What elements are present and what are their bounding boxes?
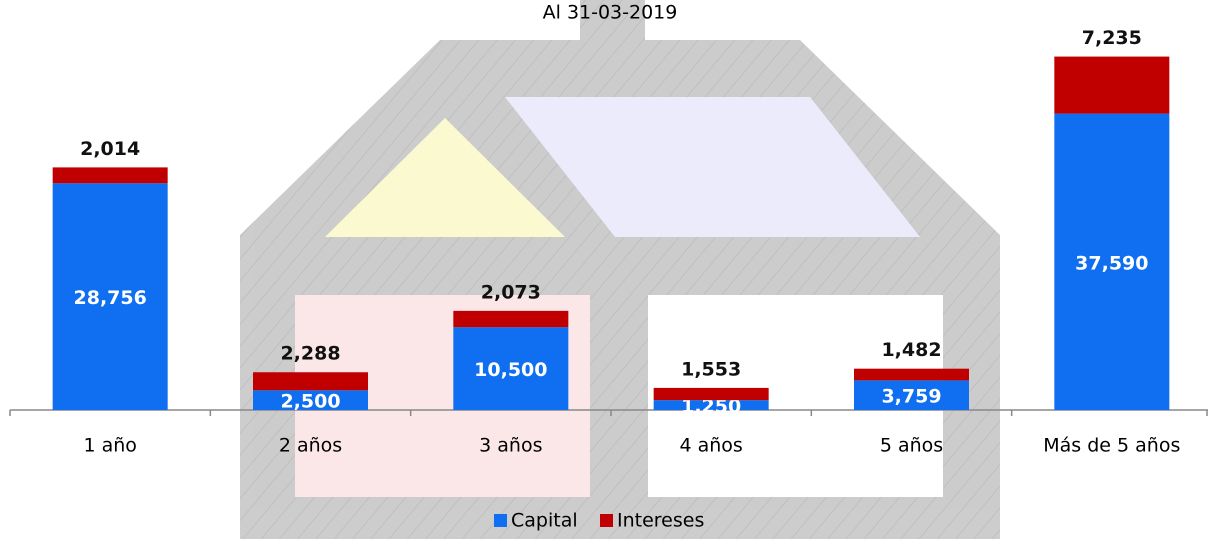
bar-segment (653, 387, 769, 401)
legend-swatch (494, 514, 507, 527)
bar-segment (52, 167, 168, 184)
x-tick-label: 5 años (880, 435, 943, 457)
chart-title: Al 31-03-2019 (543, 2, 678, 24)
bar-segment (453, 327, 569, 410)
bar-segment (1054, 56, 1170, 114)
data-label: 3,759 (881, 386, 941, 408)
bar-segment (653, 400, 769, 410)
x-tick-label: 4 años (679, 435, 742, 457)
data-label: 1,553 (681, 358, 741, 380)
data-label: 2,500 (280, 391, 340, 413)
x-tick-label: Más de 5 años (1043, 435, 1180, 457)
x-tick-label: 1 año (83, 435, 136, 457)
data-label: 2,073 (481, 281, 541, 303)
data-label: 2,014 (80, 138, 140, 160)
bar-segment (854, 368, 969, 381)
data-label: 7,235 (1082, 27, 1142, 49)
data-label: 28,756 (74, 287, 147, 309)
house-background (240, 0, 1000, 539)
bar-segment (253, 390, 368, 410)
data-label: 37,590 (1075, 252, 1148, 274)
x-tick-label: 3 años (479, 435, 542, 457)
bar-segment (1054, 113, 1170, 410)
bar-segment (854, 380, 969, 410)
legend-label: Capital (511, 510, 578, 532)
bar-segment (52, 183, 168, 410)
bar-segment (253, 372, 368, 391)
bar-segment (453, 310, 569, 328)
legend-label: Intereses (617, 510, 704, 532)
x-tick-label: 2 años (279, 435, 342, 457)
data-label: 1,482 (881, 339, 941, 361)
legend-swatch (600, 514, 613, 527)
data-label: 10,500 (474, 359, 547, 381)
data-label: 1,250 (681, 396, 741, 418)
data-label: 2,288 (280, 343, 340, 365)
